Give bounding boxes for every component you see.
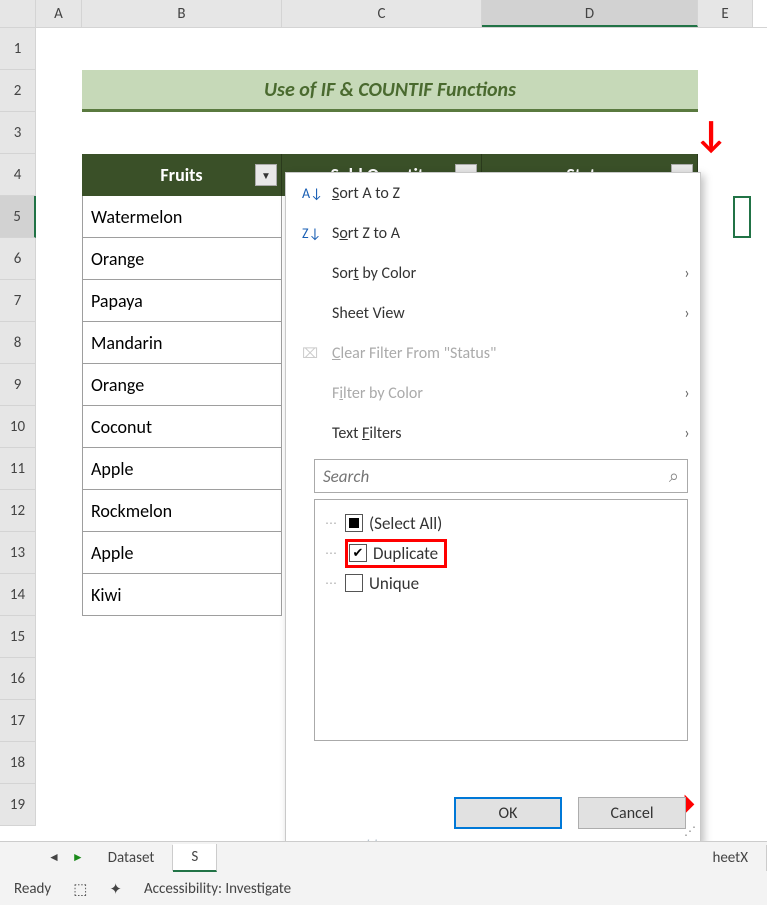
row-13[interactable]: 13 — [0, 532, 36, 574]
status-accessibility: Accessibility: Investigate — [144, 880, 291, 898]
column-headers: A B C D E — [0, 0, 767, 28]
dialog-buttons: OK Cancel — [454, 797, 686, 829]
menu-text-filters[interactable]: Text Filters › — [286, 413, 700, 453]
chevron-right-icon: › — [674, 304, 700, 323]
status-bar: Ready ⬚ ✦ Accessibility: Investigate — [0, 873, 767, 905]
tab-active[interactable]: S — [173, 844, 217, 872]
tree-line-icon: ⋯ — [325, 576, 345, 591]
row-10[interactable]: 10 — [0, 406, 36, 448]
sheet-tabs: ◄ ► Dataset S heetX — [0, 841, 767, 873]
active-cell-e5[interactable] — [733, 196, 751, 238]
menu-clear-filter: ⌧ Clear Filter From "Status" — [286, 333, 700, 373]
menu-filter-color-label: Filter by Color — [332, 384, 674, 403]
cell-b7[interactable]: Papaya — [82, 280, 282, 322]
row-9[interactable]: 9 — [0, 364, 36, 406]
col-C[interactable]: C — [282, 0, 482, 27]
chk-select-all-label: (Select All) — [369, 513, 442, 534]
filter-menu: A↓ Sort A to Z Z↓ Sort Z to A Sort by Co… — [285, 172, 701, 844]
status-ready: Ready — [14, 880, 51, 898]
col-E[interactable]: E — [698, 0, 753, 27]
cell-b9[interactable]: Orange — [82, 364, 282, 406]
chevron-right-icon: › — [674, 264, 700, 283]
menu-sort-color[interactable]: Sort by Color › — [286, 253, 700, 293]
menu-sort-color-label: Sort by Color — [332, 264, 674, 283]
header-fruits-label: Fruits — [160, 164, 202, 186]
col-B[interactable]: B — [82, 0, 282, 27]
funnel-clear-icon: ⌧ — [302, 345, 332, 362]
tab-sheetx[interactable]: heetX — [694, 845, 767, 871]
filter-dropdown-fruits[interactable]: ▼ — [255, 164, 277, 186]
chevron-right-icon: › — [674, 384, 700, 403]
chk-unique[interactable]: ⋯ Unique — [325, 568, 677, 598]
tree-line-icon: ⋯ — [325, 516, 345, 531]
filter-search-input[interactable] — [323, 466, 669, 487]
row-3[interactable]: 3 — [0, 112, 36, 154]
col-A[interactable]: A — [36, 0, 82, 27]
checkbox-indeterminate-icon[interactable] — [345, 514, 363, 532]
row-12[interactable]: 12 — [0, 490, 36, 532]
chk-duplicate[interactable]: ⋯ Duplicate — [325, 538, 677, 568]
row-17[interactable]: 17 — [0, 700, 36, 742]
col-D[interactable]: D — [482, 0, 698, 27]
menu-sort-az[interactable]: A↓ Sort A to Z — [286, 173, 700, 213]
filter-checkbox-list: ⋯ (Select All) ⋯ Duplicate ⋯ Unique — [314, 499, 688, 741]
row-15[interactable]: 15 — [0, 616, 36, 658]
select-all-corner[interactable] — [0, 0, 36, 27]
fruits-column: Watermelon Orange Papaya Mandarin Orange… — [82, 196, 282, 616]
chk-duplicate-label: Duplicate — [373, 543, 438, 564]
menu-sort-az-label: Sort A to Z — [332, 184, 700, 203]
menu-sheet-view-label: Sheet View — [332, 304, 674, 323]
row-19[interactable]: 19 — [0, 784, 36, 826]
cell-b5[interactable]: Watermelon — [82, 196, 282, 238]
menu-sheet-view[interactable]: Sheet View › — [286, 293, 700, 333]
tree-line-icon: ⋯ — [325, 546, 345, 561]
row-7[interactable]: 7 — [0, 280, 36, 322]
cell-b14[interactable]: Kiwi — [82, 574, 282, 616]
checkbox-checked-icon[interactable] — [349, 544, 367, 562]
tab-nav-prev-icon[interactable]: ◄ — [48, 850, 60, 865]
cell-b12[interactable]: Rockmelon — [82, 490, 282, 532]
row-11[interactable]: 11 — [0, 448, 36, 490]
cell-b10[interactable]: Coconut — [82, 406, 282, 448]
row-16[interactable]: 16 — [0, 658, 36, 700]
row-5[interactable]: 5 — [0, 196, 36, 238]
ok-button[interactable]: OK — [454, 797, 562, 829]
cancel-button[interactable]: Cancel — [578, 797, 686, 829]
menu-sort-za-label: Sort Z to A — [332, 224, 700, 243]
row-1[interactable]: 1 — [0, 28, 36, 70]
accessibility-icon[interactable]: ✦ — [109, 880, 122, 899]
header-fruits: Fruits ▼ — [82, 154, 282, 196]
page-title: Use of IF & COUNTIF Functions — [82, 70, 698, 112]
highlight-box: Duplicate — [345, 539, 447, 568]
chevron-right-icon: › — [674, 424, 700, 443]
row-6[interactable]: 6 — [0, 238, 36, 280]
chk-unique-label: Unique — [369, 573, 419, 594]
row-8[interactable]: 8 — [0, 322, 36, 364]
filter-search[interactable]: ⌕ — [314, 459, 688, 493]
checkbox-empty-icon[interactable] — [345, 574, 363, 592]
menu-text-filters-label: Text Filters — [332, 424, 674, 443]
sort-az-icon: A↓ — [302, 185, 332, 202]
row-4[interactable]: 4 — [0, 154, 36, 196]
chk-select-all[interactable]: ⋯ (Select All) — [325, 508, 677, 538]
resize-grip-icon[interactable]: ⋰ — [684, 824, 696, 839]
row-14[interactable]: 14 — [0, 574, 36, 616]
search-icon: ⌕ — [669, 465, 679, 487]
record-macro-icon[interactable]: ⬚ — [73, 880, 87, 899]
tab-dataset[interactable]: Dataset — [90, 845, 174, 871]
row-2[interactable]: 2 — [0, 70, 36, 112]
tab-nav-next-icon[interactable]: ► — [72, 850, 84, 865]
menu-clear-label: Clear Filter From "Status" — [332, 344, 700, 363]
cell-b13[interactable]: Apple — [82, 532, 282, 574]
cell-b11[interactable]: Apple — [82, 448, 282, 490]
annotation-arrow-down: ↓ — [694, 112, 728, 158]
row-headers: 1 2 3 4 5 6 7 8 9 10 11 12 13 14 15 16 1… — [0, 28, 36, 826]
sort-za-icon: Z↓ — [302, 225, 332, 242]
menu-filter-color: Filter by Color › — [286, 373, 700, 413]
menu-sort-za[interactable]: Z↓ Sort Z to A — [286, 213, 700, 253]
cell-b8[interactable]: Mandarin — [82, 322, 282, 364]
row-18[interactable]: 18 — [0, 742, 36, 784]
cell-b6[interactable]: Orange — [82, 238, 282, 280]
